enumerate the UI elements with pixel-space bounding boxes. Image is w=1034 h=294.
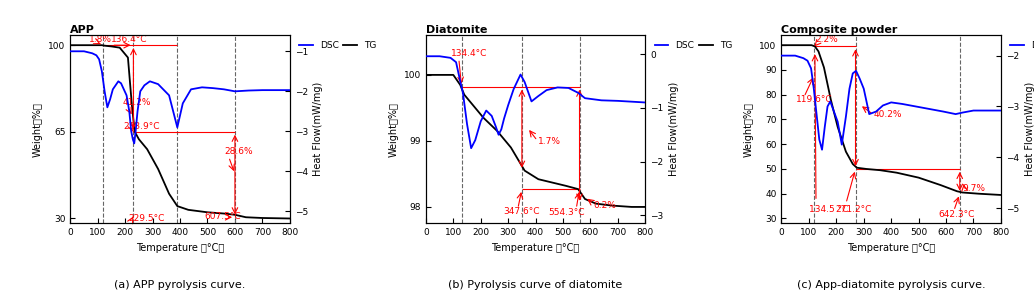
X-axis label: Temperature （°C）: Temperature （°C）: [491, 243, 580, 253]
Text: 40.2%: 40.2%: [874, 110, 902, 119]
Legend: DSC, TG: DSC, TG: [1007, 37, 1034, 53]
Text: 271.2°C: 271.2°C: [834, 205, 872, 214]
Text: 347.6°C: 347.6°C: [504, 207, 540, 216]
Text: 9.7%: 9.7%: [962, 184, 985, 193]
Text: 1.7%: 1.7%: [538, 137, 560, 146]
Y-axis label: Heat Flow(mW/mg): Heat Flow(mW/mg): [669, 82, 679, 176]
Text: 2.2%: 2.2%: [816, 35, 839, 44]
Text: Composite powder: Composite powder: [782, 24, 898, 34]
Text: 134.4°C: 134.4°C: [451, 49, 487, 59]
Text: 119.6°C: 119.6°C: [796, 95, 832, 104]
X-axis label: Temperature （°C）: Temperature （°C）: [847, 243, 936, 253]
Text: (c) App-diatomite pyrolysis curve.: (c) App-diatomite pyrolysis curve.: [797, 280, 985, 290]
Y-axis label: Heat Flow(mW/mg): Heat Flow(mW/mg): [1025, 82, 1034, 176]
Text: APP: APP: [70, 24, 95, 34]
Text: 41.2%: 41.2%: [123, 98, 152, 107]
Text: 642.3°C: 642.3°C: [939, 210, 975, 219]
Text: 554.3°C: 554.3°C: [549, 208, 585, 217]
Legend: DSC, TG: DSC, TG: [651, 37, 736, 53]
Y-axis label: Heat Flow(mW/mg): Heat Flow(mW/mg): [313, 82, 324, 176]
Text: (a) APP pyrolysis curve.: (a) APP pyrolysis curve.: [115, 280, 246, 290]
Y-axis label: Weight（%）: Weight（%）: [33, 102, 42, 157]
X-axis label: Temperature （°C）: Temperature （°C）: [135, 243, 224, 253]
Y-axis label: Weight（%）: Weight（%）: [388, 102, 398, 157]
Legend: DSC, TG: DSC, TG: [296, 37, 381, 53]
Text: 0.2%: 0.2%: [594, 201, 616, 210]
Text: 229.5°C: 229.5°C: [129, 214, 165, 223]
Text: (b) Pyrolysis curve of diatomite: (b) Pyrolysis curve of diatomite: [449, 280, 622, 290]
Text: 28.6%: 28.6%: [224, 147, 253, 156]
Text: 1.8%: 1.8%: [89, 35, 112, 44]
Y-axis label: Weight（%）: Weight（%）: [743, 102, 754, 157]
Text: 607.5°C: 607.5°C: [205, 212, 241, 221]
Text: 134.5 °C: 134.5 °C: [809, 205, 848, 214]
Text: 136.4°C: 136.4°C: [111, 35, 148, 44]
Text: 233.9°C: 233.9°C: [123, 122, 160, 131]
Text: Diatomite: Diatomite: [426, 24, 487, 34]
